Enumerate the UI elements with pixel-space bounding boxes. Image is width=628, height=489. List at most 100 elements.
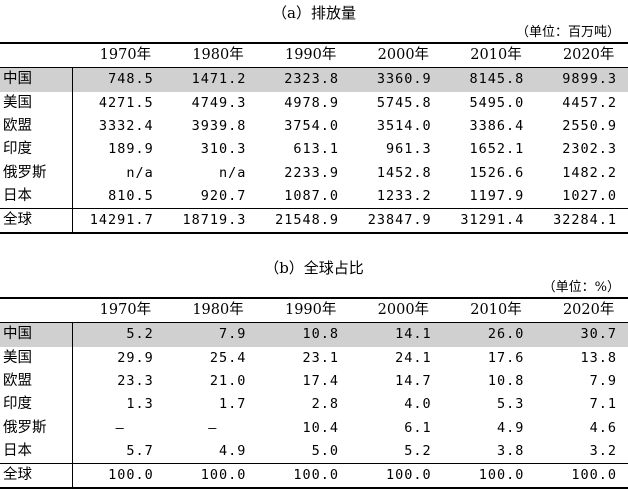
value-cell: 7.1 [589,396,617,413]
year-header: 1990年 [284,302,337,319]
value-cell: 3754.0 [284,118,340,135]
value-cell: 5745.8 [376,94,432,111]
table-row-russia: 俄罗斯 n/a n/a 2233.9 1452.8 1526.6 1482.2 [0,161,628,185]
value-cell: 7.9 [164,322,258,347]
value-cell: n/a [126,164,154,181]
value-cell: 10.4 [302,419,340,436]
table-row-usa: 美国 29.9 25.4 23.1 24.1 17.6 13.8 [0,346,628,370]
value-cell: 1087.0 [284,187,340,204]
value-cell: 1.3 [126,396,154,413]
value-cell: 2550.9 [562,118,617,135]
region-label: 俄罗斯 [0,416,73,440]
value-cell: 1233.2 [376,187,432,204]
value-cell: 7.9 [589,373,617,390]
value-cell: – [208,419,218,436]
table-row-eu: 欧盟 3332.4 3939.8 3754.0 3514.0 3386.4 25… [0,114,628,139]
year-header: 1970年 [99,302,152,319]
table-row-world-total: 全球 100.0 100.0 100.0 100.0 100.0 100.0 [0,463,628,489]
region-label: 中国 [0,322,73,347]
year-header: 1980年 [192,47,244,64]
year-header: 2000年 [377,302,430,319]
value-cell: 3386.4 [469,118,525,135]
value-cell: 32284.1 [553,212,617,229]
value-cell: 13.8 [580,349,617,366]
share-title: （b）全球占比 [264,259,364,277]
value-cell: 2233.9 [284,164,340,181]
value-cell: 4.9 [218,442,247,459]
value-cell: 3.8 [496,442,525,459]
region-label: 日本 [0,439,73,464]
emissions-table: 1970年 1980年 1990年 2000年 2010年 2020年 中国 7… [0,42,628,234]
table-row-world-total: 全球 14291.7 18719.3 21548.9 23847.9 31291… [0,208,628,234]
value-cell: 2302.3 [562,141,617,158]
corner-cell [0,298,72,323]
value-cell: 100.0 [108,467,154,484]
share-unit-note: （单位：%） [542,280,620,295]
value-cell: 9899.3 [535,67,628,92]
value-cell: 3332.4 [98,118,154,135]
table-row-china: 中国 748.5 1471.2 2323.8 3360.9 8145.8 989… [0,67,628,92]
value-cell: 14.7 [395,373,432,390]
value-cell: 5.2 [72,322,165,347]
value-cell: 17.4 [302,373,340,390]
value-cell: 100.0 [571,467,617,484]
value-cell: 18719.3 [182,212,247,229]
value-cell: 310.3 [200,141,247,158]
value-cell: 100.0 [386,467,432,484]
value-cell: 2.8 [311,396,340,413]
region-label: 印度 [0,393,73,417]
value-cell: 14.1 [350,322,443,347]
value-cell: 1027.0 [562,187,617,204]
year-header: 2010年 [470,302,522,319]
value-cell: 26.0 [442,322,536,347]
value-cell: 23.3 [117,373,154,390]
value-cell: 1482.2 [562,164,617,181]
emissions-title: （a）排放量 [272,4,356,22]
value-cell: 10.8 [257,322,351,347]
region-label: 欧盟 [0,114,73,139]
header-row: 1970年 1980年 1990年 2000年 2010年 2020年 [0,298,628,323]
value-cell: 961.3 [386,141,432,158]
value-cell: 3514.0 [376,118,432,135]
value-cell: 24.1 [395,349,432,366]
value-cell: 10.8 [487,373,525,390]
region-label: 美国 [0,91,73,115]
table-row-eu: 欧盟 23.3 21.0 17.4 14.7 10.8 7.9 [0,369,628,394]
value-cell: 4.6 [589,419,617,436]
value-cell: 100.0 [200,467,247,484]
value-cell: 30.7 [535,322,628,347]
value-cell: 5.0 [311,442,340,459]
value-cell: 25.4 [209,349,247,366]
value-cell: 4.9 [496,419,525,436]
table-row-india: 印度 1.3 1.7 2.8 4.0 5.3 7.1 [0,393,628,417]
value-cell: 1471.2 [164,67,258,92]
value-cell: 3939.8 [191,118,247,135]
value-cell: 8145.8 [442,67,536,92]
value-cell: 23.1 [302,349,340,366]
value-cell: 920.7 [200,187,247,204]
region-label: 欧盟 [0,369,73,394]
value-cell: 1652.1 [469,141,525,158]
share-table: 1970年 1980年 1990年 2000年 2010年 2020年 中国 5… [0,297,628,489]
emissions-unit-note: （单位：百万吨） [515,25,620,40]
year-header: 2020年 [562,302,615,319]
table-row-usa: 美国 4271.5 4749.3 4978.9 5745.8 5495.0 44… [0,91,628,115]
year-header: 1980年 [192,302,244,319]
year-header: 2010年 [470,47,522,64]
value-cell: 4978.9 [284,94,340,111]
value-cell: 3360.9 [350,67,443,92]
value-cell: – [115,419,125,436]
value-cell: 3.2 [589,442,617,459]
value-cell: 5.3 [496,396,525,413]
region-label: 全球 [0,463,73,489]
value-cell: 17.6 [487,349,525,366]
value-cell: 100.0 [478,467,525,484]
value-cell: 31291.4 [460,212,525,229]
region-label: 俄罗斯 [0,161,73,185]
region-label: 印度 [0,138,73,162]
value-cell: 5495.0 [469,94,525,111]
table-row-china: 中国 5.2 7.9 10.8 14.1 26.0 30.7 [0,322,628,347]
value-cell: 2323.8 [257,67,351,92]
region-label: 中国 [0,67,73,92]
value-cell: 29.9 [117,349,154,366]
